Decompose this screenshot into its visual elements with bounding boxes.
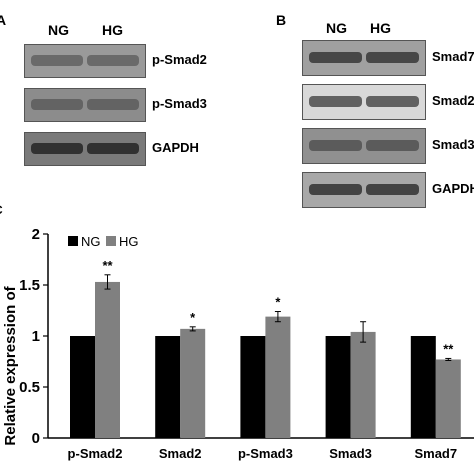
significance-marker: ** [102, 258, 113, 273]
panel-b-label-smad2: Smad2 [432, 93, 474, 108]
legend-label-ng: NG [81, 234, 101, 249]
y-axis-label: Relative expression of [2, 285, 19, 445]
panel-a-label-p-smad2: p-Smad2 [152, 52, 207, 67]
panel-b-letter: B [276, 12, 287, 28]
bar-hg [180, 328, 206, 438]
panel-b-label-smad7: Smad7 [432, 49, 474, 64]
panel-a-band-ng [31, 55, 83, 67]
x-tick-label: p-Smad3 [238, 446, 293, 461]
panel-b-blot-smad2 [302, 84, 426, 120]
x-tick-label: Smad7 [414, 446, 457, 461]
y-tick-label: 1.5 [19, 277, 40, 294]
panel-b-band-hg [366, 139, 419, 152]
panel-a-blot-p-smad3 [24, 88, 146, 122]
y-tick-label: 0 [32, 430, 40, 447]
panel-a-ng-header: NG [48, 22, 69, 38]
x-tick-label: Smad2 [159, 446, 202, 461]
panel-c-letter: C [0, 203, 3, 217]
panel-a-band-hg [87, 55, 139, 67]
panel-a-band-hg [87, 99, 139, 111]
panel-b-band-ng [309, 95, 362, 108]
significance-marker: ** [443, 341, 454, 356]
panel-b-band-ng [309, 51, 362, 64]
bar-ng [155, 336, 181, 438]
panel-b-blot-smad7 [302, 40, 426, 76]
y-tick-label: 2 [32, 226, 40, 243]
bar-hg [95, 281, 120, 438]
legend-swatch-ng [68, 236, 78, 246]
panel-b-ng-header: NG [326, 20, 347, 36]
bar-hg [435, 359, 461, 438]
panel-b-band-hg [366, 183, 419, 196]
panel-b-hg-header: HG [370, 20, 391, 36]
bar-ng [240, 336, 266, 438]
panel-b-label-gapdh: GAPDH [432, 181, 474, 196]
bar-ng [410, 336, 436, 438]
significance-marker: * [275, 295, 281, 310]
panel-b-label-smad3: Smad3 [432, 137, 474, 152]
panel-a-label-gapdh: GAPDH [152, 140, 199, 155]
panel-b-band-hg [366, 51, 419, 64]
panel-a-band-ng [31, 99, 83, 111]
panel-a-letter: A [0, 12, 7, 28]
panel-a-band-hg [87, 143, 139, 155]
panel-b-blot-gapdh [302, 172, 426, 208]
bar-ng [325, 336, 351, 438]
legend-swatch-hg [106, 236, 116, 246]
panel-b-band-ng [309, 139, 362, 152]
panel-a-blot-p-smad2 [24, 44, 146, 78]
panel-a-blot-gapdh [24, 132, 146, 166]
bar-ng [70, 336, 95, 438]
y-tick-label: 0.5 [19, 379, 40, 396]
panel-a-hg-header: HG [102, 22, 123, 38]
panel-b-band-ng [309, 183, 362, 196]
panel-a-label-p-smad3: p-Smad3 [152, 96, 207, 111]
x-tick-label: p-Smad2 [68, 446, 123, 461]
bar-hg [265, 316, 291, 438]
panel-b-blot-smad3 [302, 128, 426, 164]
significance-marker: * [190, 310, 196, 325]
panel-b-band-hg [366, 95, 419, 108]
legend-label-hg: HG [119, 234, 139, 249]
x-tick-label: Smad3 [329, 446, 372, 461]
y-tick-label: 1 [32, 328, 40, 345]
bar-hg [350, 331, 376, 438]
panel-a-band-ng [31, 143, 83, 155]
